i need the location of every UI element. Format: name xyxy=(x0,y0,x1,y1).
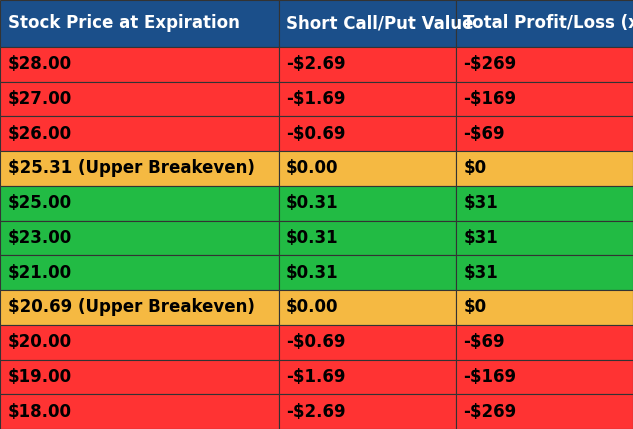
Bar xyxy=(456,394,633,429)
Bar xyxy=(279,47,456,82)
Bar xyxy=(279,290,456,325)
Text: $0.31: $0.31 xyxy=(286,194,339,212)
Bar xyxy=(456,325,633,360)
Text: $0: $0 xyxy=(463,160,487,178)
Bar xyxy=(0,0,279,47)
Text: $21.00: $21.00 xyxy=(8,264,72,282)
Text: $0.31: $0.31 xyxy=(286,264,339,282)
Text: $23.00: $23.00 xyxy=(8,229,72,247)
Bar xyxy=(456,82,633,116)
Bar xyxy=(456,151,633,186)
Text: -$0.69: -$0.69 xyxy=(286,125,346,143)
Bar xyxy=(0,290,279,325)
Bar xyxy=(456,116,633,151)
Text: $0.31: $0.31 xyxy=(286,229,339,247)
Bar xyxy=(0,82,279,116)
Text: $20.69 (Upper Breakeven): $20.69 (Upper Breakeven) xyxy=(8,299,254,317)
Text: Short Call/Put Value: Short Call/Put Value xyxy=(286,15,473,33)
Text: -$1.69: -$1.69 xyxy=(286,90,346,108)
Bar xyxy=(279,151,456,186)
Text: -$1.69: -$1.69 xyxy=(286,368,346,386)
Bar xyxy=(279,0,456,47)
Bar xyxy=(0,221,279,255)
Bar xyxy=(456,360,633,394)
Text: $0.00: $0.00 xyxy=(286,299,339,317)
Text: -$169: -$169 xyxy=(463,90,517,108)
Bar xyxy=(456,221,633,255)
Bar xyxy=(0,151,279,186)
Bar xyxy=(279,360,456,394)
Text: $0: $0 xyxy=(463,299,487,317)
Text: -$0.69: -$0.69 xyxy=(286,333,346,351)
Text: $25.31 (Upper Breakeven): $25.31 (Upper Breakeven) xyxy=(8,160,254,178)
Text: -$2.69: -$2.69 xyxy=(286,55,346,73)
Text: $20.00: $20.00 xyxy=(8,333,72,351)
Text: $26.00: $26.00 xyxy=(8,125,72,143)
Text: $25.00: $25.00 xyxy=(8,194,72,212)
Text: $27.00: $27.00 xyxy=(8,90,72,108)
Bar xyxy=(0,360,279,394)
Text: -$2.69: -$2.69 xyxy=(286,403,346,420)
Bar xyxy=(0,186,279,221)
Text: $31: $31 xyxy=(463,194,498,212)
Text: Total Profit/Loss (x100): Total Profit/Loss (x100) xyxy=(463,15,633,33)
Text: $0.00: $0.00 xyxy=(286,160,339,178)
Bar xyxy=(0,394,279,429)
Bar xyxy=(279,394,456,429)
Bar xyxy=(456,290,633,325)
Bar xyxy=(456,255,633,290)
Text: Stock Price at Expiration: Stock Price at Expiration xyxy=(8,15,239,33)
Text: -$269: -$269 xyxy=(463,55,517,73)
Bar xyxy=(456,47,633,82)
Text: -$69: -$69 xyxy=(463,333,505,351)
Bar xyxy=(0,116,279,151)
Text: -$169: -$169 xyxy=(463,368,517,386)
Bar xyxy=(279,186,456,221)
Text: $18.00: $18.00 xyxy=(8,403,72,420)
Bar xyxy=(456,186,633,221)
Text: -$69: -$69 xyxy=(463,125,505,143)
Bar xyxy=(279,82,456,116)
Text: $19.00: $19.00 xyxy=(8,368,72,386)
Bar xyxy=(279,221,456,255)
Bar xyxy=(279,325,456,360)
Bar xyxy=(0,255,279,290)
Text: -$269: -$269 xyxy=(463,403,517,420)
Bar xyxy=(456,0,633,47)
Text: $31: $31 xyxy=(463,264,498,282)
Bar xyxy=(279,255,456,290)
Bar xyxy=(0,325,279,360)
Bar xyxy=(0,47,279,82)
Text: $31: $31 xyxy=(463,229,498,247)
Bar xyxy=(279,116,456,151)
Text: $28.00: $28.00 xyxy=(8,55,72,73)
